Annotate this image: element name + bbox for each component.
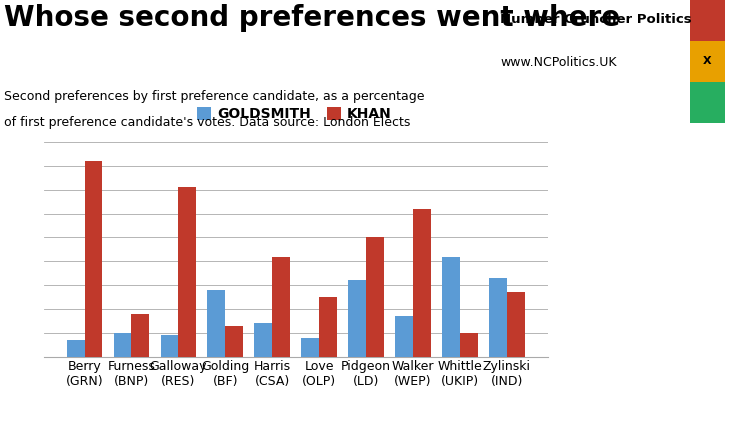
Legend: GOLDSMITH, KHAN: GOLDSMITH, KHAN xyxy=(192,101,397,127)
Bar xyxy=(301,338,319,357)
Bar xyxy=(85,161,102,357)
Bar xyxy=(178,187,196,357)
Bar xyxy=(114,333,131,357)
Bar xyxy=(348,280,366,357)
Text: X: X xyxy=(703,56,712,66)
Bar xyxy=(66,340,85,357)
Bar xyxy=(272,257,290,357)
Bar xyxy=(207,290,226,357)
Bar xyxy=(460,333,477,357)
Text: Number Cruncher Politics: Number Cruncher Politics xyxy=(500,13,691,26)
Bar xyxy=(226,326,243,357)
Text: Whose second preferences went where: Whose second preferences went where xyxy=(4,4,620,32)
Bar xyxy=(507,292,525,357)
Bar xyxy=(442,257,460,357)
Text: www.NCPolitics.UK: www.NCPolitics.UK xyxy=(500,56,617,69)
Text: of first preference candidate's votes. Data source: London Elects: of first preference candidate's votes. D… xyxy=(4,116,410,129)
Bar xyxy=(395,316,413,357)
Bar xyxy=(366,237,384,357)
Bar xyxy=(489,278,507,357)
Text: Second preferences by first preference candidate, as a percentage: Second preferences by first preference c… xyxy=(4,90,424,103)
Bar xyxy=(161,335,178,357)
Bar xyxy=(413,209,431,357)
Bar xyxy=(319,297,337,357)
Bar xyxy=(131,314,149,357)
Bar xyxy=(254,323,272,357)
